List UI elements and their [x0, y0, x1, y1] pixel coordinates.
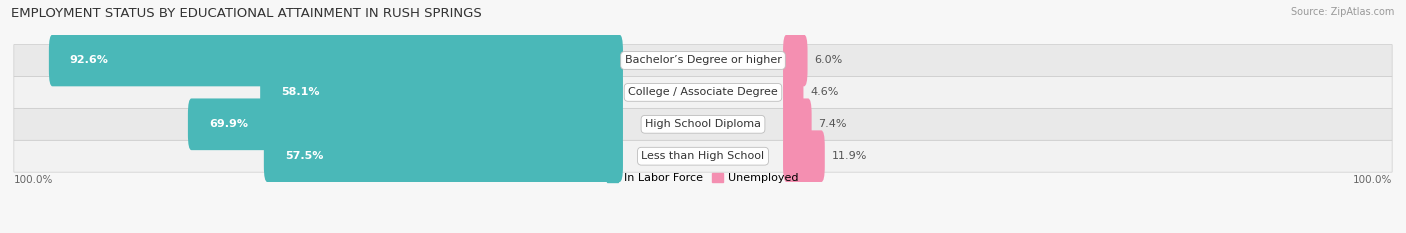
Text: Source: ZipAtlas.com: Source: ZipAtlas.com	[1291, 7, 1395, 17]
Text: 4.6%: 4.6%	[810, 87, 839, 97]
FancyBboxPatch shape	[14, 140, 1392, 172]
Text: 11.9%: 11.9%	[832, 151, 868, 161]
Text: EMPLOYMENT STATUS BY EDUCATIONAL ATTAINMENT IN RUSH SPRINGS: EMPLOYMENT STATUS BY EDUCATIONAL ATTAINM…	[11, 7, 482, 20]
Text: 7.4%: 7.4%	[818, 119, 846, 129]
FancyBboxPatch shape	[783, 99, 811, 150]
Text: 6.0%: 6.0%	[814, 55, 842, 65]
FancyBboxPatch shape	[260, 67, 623, 118]
Text: High School Diploma: High School Diploma	[645, 119, 761, 129]
Legend: In Labor Force, Unemployed: In Labor Force, Unemployed	[603, 169, 803, 188]
Text: College / Associate Degree: College / Associate Degree	[628, 87, 778, 97]
FancyBboxPatch shape	[49, 35, 623, 86]
Text: Bachelor’s Degree or higher: Bachelor’s Degree or higher	[624, 55, 782, 65]
Text: 69.9%: 69.9%	[208, 119, 247, 129]
FancyBboxPatch shape	[783, 67, 803, 118]
Text: Less than High School: Less than High School	[641, 151, 765, 161]
FancyBboxPatch shape	[14, 76, 1392, 108]
Text: 92.6%: 92.6%	[70, 55, 108, 65]
Text: 58.1%: 58.1%	[281, 87, 319, 97]
FancyBboxPatch shape	[14, 45, 1392, 76]
FancyBboxPatch shape	[264, 130, 623, 182]
Text: 100.0%: 100.0%	[1353, 175, 1392, 185]
FancyBboxPatch shape	[783, 35, 807, 86]
Text: 57.5%: 57.5%	[285, 151, 323, 161]
FancyBboxPatch shape	[188, 99, 623, 150]
Text: 100.0%: 100.0%	[14, 175, 53, 185]
FancyBboxPatch shape	[14, 108, 1392, 140]
FancyBboxPatch shape	[783, 130, 825, 182]
